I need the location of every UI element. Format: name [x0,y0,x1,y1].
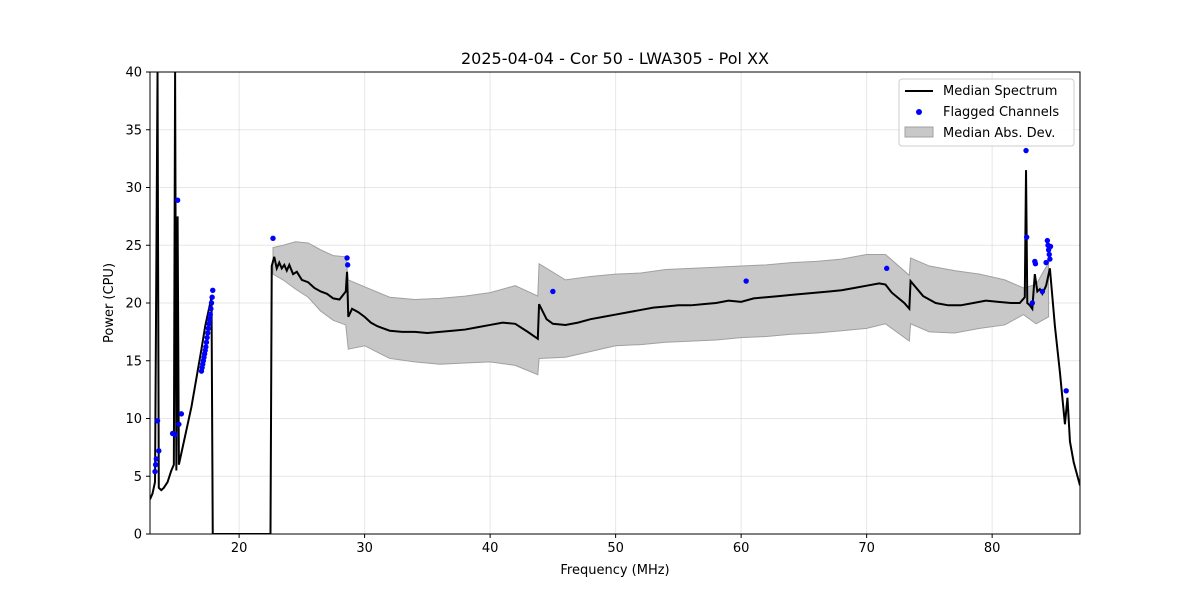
x-axis-label: Frequency (MHz) [560,563,669,578]
flagged-point [206,321,212,327]
y-axis: 0 5 10 15 20 25 30 35 40 [125,66,150,543]
flagged-point [205,325,212,332]
flagged-point [1046,251,1052,258]
flagged-point [172,431,178,438]
y-axis-label: Power (CPU) [102,263,117,343]
legend-flagged-swatch [916,109,922,115]
x-tick-label: 20 [231,541,248,556]
flagged-point [344,255,350,261]
legend-mad-label: Median Abs. Dev. [943,126,1055,141]
x-tick-label: 60 [733,541,750,556]
flagged-point [1039,288,1046,295]
flagged-point [1023,234,1030,240]
x-tick-label: 80 [984,541,1001,556]
y-tick-label: 15 [125,354,142,369]
flagged-point [206,316,213,322]
legend-box [898,78,1075,147]
x-axis: 20 30 40 50 60 70 80 [231,534,1001,556]
flagged-point [270,235,276,242]
legend-mad-swatch [904,126,934,138]
flagged-point [743,278,749,284]
flagged-point [174,197,181,203]
flagged-point [344,262,351,268]
flagged-point [176,421,182,427]
chart-title: 2025-04-04 - Cor 50 - LWA305 - Pol XX [461,49,769,68]
flagged-point [152,462,159,468]
y-tick-label: 35 [125,123,142,138]
flagged-point [1023,147,1029,154]
mad-band [272,241,1050,376]
flagged-point [1044,237,1051,244]
flagged-point [208,306,214,312]
flagged-point [156,448,162,454]
flagged-point [152,468,158,475]
flagged-point [1043,259,1049,266]
legend: Median Spectrum Flagged Channels Median … [898,78,1075,147]
flagged-channel-points [152,147,1069,475]
flagged-point [203,344,209,350]
flagged-point [205,330,211,336]
legend-flagged-label: Flagged Channels [943,105,1059,120]
x-tick-label: 50 [607,541,624,556]
x-tick-label: 70 [858,541,875,556]
flagged-point [1032,261,1039,267]
plot-area [150,72,1080,534]
flagged-point [210,287,216,293]
y-tick-label: 25 [125,239,142,254]
flagged-point [208,300,215,306]
y-tick-label: 20 [125,297,142,312]
flagged-point [1047,256,1053,262]
flagged-point [203,339,210,345]
flagged-point [204,334,210,341]
x-tick-label: 40 [482,541,499,556]
flagged-point [153,456,159,462]
flagged-point [550,288,556,295]
flagged-point [154,418,161,424]
y-tick-label: 0 [134,528,142,543]
flagged-point [207,311,213,318]
flagged-point [178,411,185,417]
legend-median-label: Median Spectrum [943,84,1057,99]
y-tick-label: 30 [125,181,142,196]
flagged-point [209,294,215,300]
flagged-point [1029,300,1036,306]
flagged-point [1047,243,1054,250]
flagged-point [884,265,890,272]
x-tick-label: 30 [356,541,373,556]
flagged-point [1063,388,1069,394]
y-tick-label: 10 [125,412,142,427]
y-tick-label: 5 [134,470,142,485]
y-tick-label: 40 [125,66,142,81]
